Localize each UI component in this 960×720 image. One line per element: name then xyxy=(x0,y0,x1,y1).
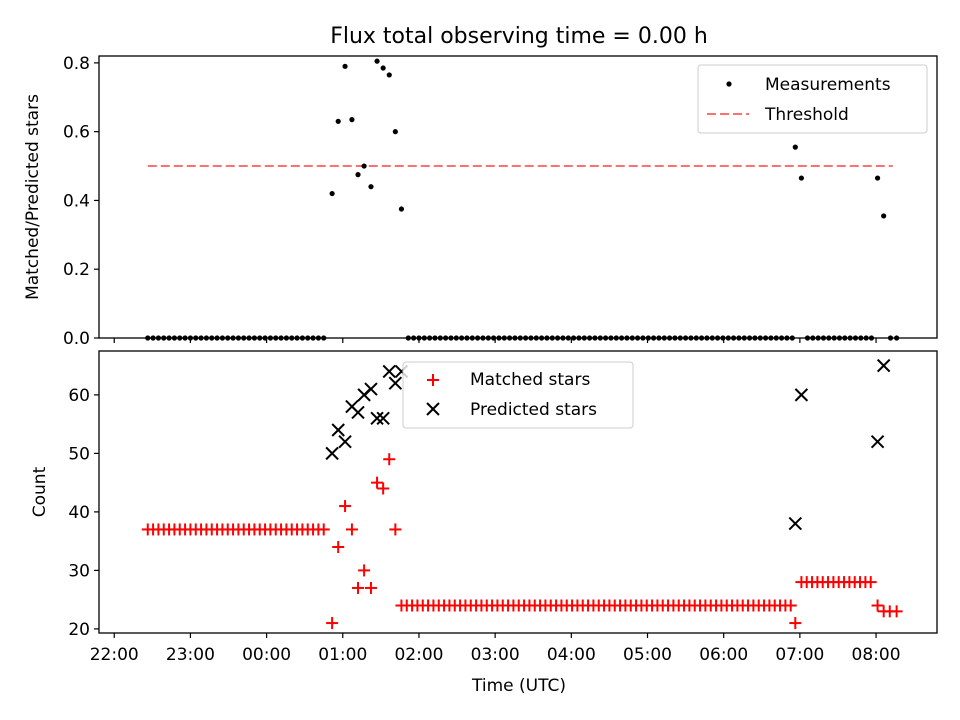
matched-star-point xyxy=(383,453,396,466)
legend-label-threshold: Threshold xyxy=(764,105,849,125)
measurement-point xyxy=(355,172,361,178)
bottom-marks xyxy=(141,358,903,630)
top-axes-frame xyxy=(98,55,938,339)
predicted-star-point xyxy=(876,358,891,373)
x-tick-label: 01:00 xyxy=(318,645,367,665)
legend-marker-measurements xyxy=(726,81,732,87)
y-tick-label: 20 xyxy=(68,620,90,640)
top-legend: Measurements Threshold xyxy=(697,64,928,134)
x-axis-label: Time (UTC) xyxy=(471,676,566,696)
x-tick-label: 05:00 xyxy=(623,645,672,665)
x-tick-label: 06:00 xyxy=(699,645,748,665)
measurement-point xyxy=(368,184,374,190)
matched-star-point xyxy=(352,581,365,594)
y-tick-label: 0.8 xyxy=(63,54,90,74)
predicted-star-point xyxy=(338,434,352,449)
measurement-point xyxy=(798,175,804,181)
matched-star-point xyxy=(317,523,330,536)
predicted-star-point xyxy=(376,411,390,425)
x-tick-label: 08:00 xyxy=(852,645,901,665)
y-tick-label: 60 xyxy=(68,386,90,406)
predicted-star-point xyxy=(388,376,403,390)
measurement-point xyxy=(881,213,887,219)
matched-star-point xyxy=(784,599,797,612)
y-tick-label: 50 xyxy=(68,444,90,464)
predicted-star-point xyxy=(870,434,885,449)
matched-star-point xyxy=(871,599,884,612)
x-tick-label: 23:00 xyxy=(166,645,215,665)
x-tick-label: 00:00 xyxy=(242,645,291,665)
y-tick-label: 0.0 xyxy=(63,329,90,349)
bottom-legend-box xyxy=(402,361,634,429)
measurement-point xyxy=(342,63,348,69)
measurement-point xyxy=(392,129,398,135)
chart-title: Flux total observing time = 0.00 h xyxy=(330,24,708,49)
matched-star-point xyxy=(364,581,377,594)
legend-label-measurements: Measurements xyxy=(765,75,891,95)
matched-star-point xyxy=(864,576,877,589)
legend-label-matched: Matched stars xyxy=(470,370,590,390)
measurement-point xyxy=(361,163,367,169)
measurement-point xyxy=(398,206,405,212)
matched-star-point xyxy=(339,500,352,513)
predicted-star-point xyxy=(370,411,384,425)
top-y-label: Matched/Predicted stars xyxy=(23,94,43,300)
measurement-point xyxy=(374,58,380,64)
matched-star-point xyxy=(371,476,384,489)
predicted-star-point xyxy=(794,388,809,402)
predicted-star-point xyxy=(788,516,803,531)
top-x-axis xyxy=(113,338,877,343)
y-tick-label: 0.6 xyxy=(63,123,90,143)
matched-star-point xyxy=(789,617,802,630)
matched-star-point xyxy=(377,482,390,495)
y-tick-label: 0.4 xyxy=(63,191,90,211)
bottom-y-label: Count xyxy=(30,466,50,517)
top-y-axis: 0.0 0.2 0.4 0.6 0.8 xyxy=(63,54,99,349)
bottom-panel: 20 30 40 50 60 22:00 23:00 00:00 01:00 02:00 03:0… xyxy=(30,350,938,665)
predicted-star-point xyxy=(331,423,345,437)
x-tick-label: 04:00 xyxy=(547,645,596,665)
predicted-star-point xyxy=(382,364,396,379)
bottom-axes-frame xyxy=(98,350,938,634)
x-tick-label: 02:00 xyxy=(394,645,443,665)
bottom-legend: Matched stars Predicted stars xyxy=(402,361,634,429)
x-tick-label: 22:00 xyxy=(90,645,139,665)
matched-star-point xyxy=(332,540,345,553)
measurement-point xyxy=(349,117,355,123)
measurement-point xyxy=(386,72,392,78)
bottom-y-axis: 20 30 40 50 60 xyxy=(68,386,99,640)
measurement-point xyxy=(329,190,335,197)
top-legend-box xyxy=(697,64,928,134)
y-tick-label: 0.2 xyxy=(63,260,90,280)
x-tick-label: 03:00 xyxy=(471,645,520,665)
matched-star-point xyxy=(326,617,339,630)
x-tick-label: 07:00 xyxy=(775,645,824,665)
predicted-star-point xyxy=(364,382,378,396)
matched-star-point xyxy=(345,523,358,536)
matched-star-point xyxy=(358,564,371,577)
legend-marker-predicted xyxy=(426,402,440,416)
measurement-point xyxy=(380,65,386,71)
measurement-point xyxy=(335,118,341,124)
matched-star-point xyxy=(890,605,903,618)
bottom-x-axis: 22:00 23:00 00:00 01:00 02:00 03:00 04:00 05:00… xyxy=(90,633,901,665)
predicted-star-point xyxy=(351,405,365,420)
top-panel: 0.00.20.40.60.8 Matched/Predicted stars … xyxy=(23,54,938,349)
measurement-point xyxy=(874,175,881,181)
y-tick-label: 30 xyxy=(68,561,90,581)
predicted-star-point xyxy=(325,446,339,461)
matched-star-point xyxy=(389,523,402,536)
legend-label-predicted: Predicted stars xyxy=(470,400,597,420)
measurement-point xyxy=(792,144,798,150)
legend-marker-matched xyxy=(427,374,439,386)
y-tick-label: 40 xyxy=(68,503,90,523)
